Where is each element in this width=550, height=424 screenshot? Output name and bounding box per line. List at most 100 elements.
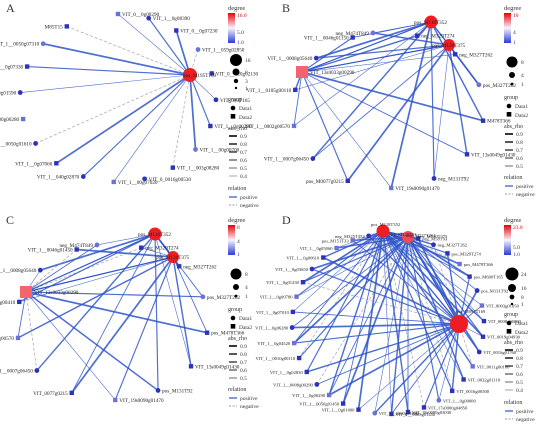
colorbar-max: 10 xyxy=(513,13,519,19)
network-edge xyxy=(293,71,303,126)
network-edge xyxy=(294,323,460,344)
node-label: neg_M129T93 xyxy=(389,232,417,237)
abs-rho-label: 0.9 xyxy=(240,134,247,140)
network-edge xyxy=(451,323,460,391)
node-label: VIT_0003g01050 xyxy=(486,304,520,309)
size-legend-dot xyxy=(234,294,238,298)
node-label: VIT_1__0g01230 xyxy=(266,280,300,285)
gene-node xyxy=(20,116,26,122)
network-edge xyxy=(172,256,208,333)
network-edge xyxy=(316,323,460,385)
node-label: VIT_1__0105g00110 xyxy=(246,88,291,94)
abs-rho-label: 0.4 xyxy=(240,174,247,180)
node-label: VIT_1__0050g01610 xyxy=(0,141,32,147)
node-label: pos_M131T92 xyxy=(481,289,509,294)
legend: degree 8 4 1 8 4 1 group Data1 Data2 abs… xyxy=(228,217,259,410)
legend-group-title: group xyxy=(504,312,518,318)
node-label: VIT_0__0g00290 xyxy=(122,12,160,18)
network-edge xyxy=(382,230,460,325)
hub-label: pos_M195T169 xyxy=(183,73,217,79)
gene-node xyxy=(415,236,421,241)
network-edge xyxy=(336,236,409,249)
network-edge xyxy=(382,230,453,392)
panel-letter: C xyxy=(6,213,14,227)
size-legend-label: 1 xyxy=(245,86,248,92)
metabolite-node xyxy=(33,141,38,146)
size-legend-label: 3 xyxy=(245,79,248,85)
network-edge xyxy=(113,74,191,183)
node-label: neg_M474T849 xyxy=(336,31,370,37)
gene-node xyxy=(399,232,405,238)
node-label: VIT_19s0090g01470 xyxy=(395,186,440,192)
node-label: VIT_1__0g00290 xyxy=(292,393,326,398)
network-edge xyxy=(433,244,460,325)
network-edge xyxy=(117,13,191,76)
size-legend-dot xyxy=(233,284,239,290)
node-label: VIT_1__0000g01950 xyxy=(379,411,420,416)
legend: degree 16.0 5.0 1.0 16 8 3 1 group Data1… xyxy=(228,5,259,209)
node-label: VIT_18s0089g03030 xyxy=(412,410,452,415)
node-label: VIT_0008g06800 xyxy=(488,319,522,324)
metabolite-node xyxy=(155,388,161,393)
network-edge xyxy=(316,21,432,59)
node-label: pos_M600T165 xyxy=(474,275,504,280)
network-edge xyxy=(311,268,460,325)
network-edge xyxy=(312,44,450,159)
network-edge xyxy=(292,311,460,325)
node-label: VIT_1__0002g00570 xyxy=(0,336,14,342)
size-legend-dot xyxy=(230,268,242,280)
network-edge xyxy=(25,291,203,298)
gene-node xyxy=(69,390,74,396)
network-edge xyxy=(316,236,409,385)
edges xyxy=(293,21,484,189)
size-legend-dot xyxy=(510,302,514,306)
network-edge xyxy=(407,236,484,338)
node-label: VIT_1__0050g01450 xyxy=(299,402,340,407)
size-legend-dot xyxy=(509,294,515,300)
size-legend-label: 4 xyxy=(245,285,248,291)
network-edge xyxy=(430,21,484,122)
node-label: neg_M325T352 xyxy=(335,234,365,239)
network-edge xyxy=(35,74,191,144)
hub-node xyxy=(402,231,414,243)
colorbar-max: 16.0 xyxy=(237,13,247,19)
node-label: VIT_1__0008g05640 xyxy=(267,56,312,62)
node-label: VIT_0_0016g00530 xyxy=(149,177,192,183)
size-legend-dot xyxy=(230,54,242,66)
node-label: VIT_1__059g02850 xyxy=(202,48,245,54)
size-legend-dot xyxy=(233,78,239,84)
abs-rho-label: 0.8 xyxy=(516,140,523,146)
hub-label: VIT_13s0033g00290 xyxy=(34,290,79,296)
network-edge xyxy=(175,30,191,76)
abs-rho-label: 0.7 xyxy=(240,150,247,156)
network-edge xyxy=(391,323,460,415)
size-legend-label: 4 xyxy=(521,73,524,79)
metabolite-node xyxy=(366,233,372,239)
colorbar-tick: 5.0 xyxy=(237,30,244,36)
metabolite-node xyxy=(94,242,100,248)
size-legend-label: 8 xyxy=(245,272,248,278)
metabolite-node xyxy=(314,382,320,387)
panel-letter: A xyxy=(6,1,15,15)
network-edge xyxy=(407,236,485,322)
gene-node xyxy=(481,318,487,324)
node-label: VIT_0016g01760 xyxy=(483,350,517,355)
abs-rho-label: 0.5 xyxy=(516,164,523,170)
node-label: neg_M329T274 xyxy=(145,246,179,252)
abs-rho-label: 0.6 xyxy=(516,372,523,378)
network-edge xyxy=(36,233,156,372)
network-edge xyxy=(301,36,353,73)
hub-gene-node xyxy=(20,286,32,298)
node-label: VIT_000T165 xyxy=(220,98,250,104)
node-label: pos_M478T366 xyxy=(211,331,245,337)
node-label: VIT_19s0090g01470 xyxy=(119,398,164,404)
size-legend-label: 16 xyxy=(521,286,527,292)
metabolite-node xyxy=(193,147,198,152)
gene-node xyxy=(467,274,472,279)
metabolite-node xyxy=(213,97,219,103)
gene-node xyxy=(345,178,350,184)
colorbar-min: 1 xyxy=(237,252,240,258)
relation-label: negative xyxy=(516,192,535,198)
gene-node xyxy=(300,280,306,285)
